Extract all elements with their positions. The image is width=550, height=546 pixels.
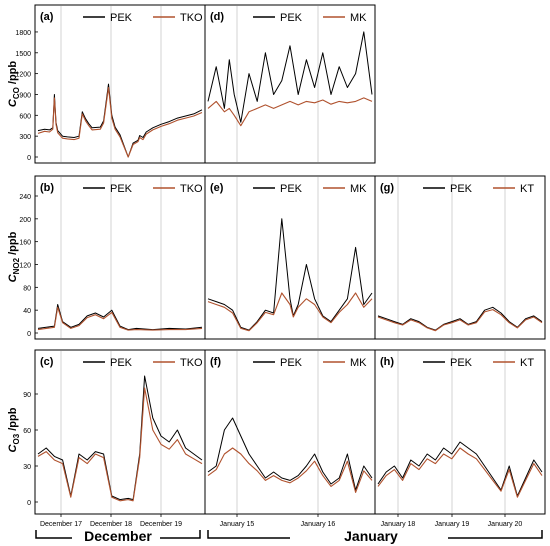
y-tick-label: 240 (19, 194, 31, 201)
legend-label-mk: MK (350, 183, 367, 195)
panel-frame-c (34, 349, 206, 515)
month-label-december: December (84, 528, 152, 544)
y-tick-label: 90 (23, 392, 31, 399)
panel-frame-d (204, 4, 376, 164)
series-line-pek (37, 304, 203, 331)
legend-label-pek: PEK (450, 183, 473, 195)
series-line-mk (207, 292, 373, 332)
series-line-pek (377, 441, 543, 497)
series-line-mk (207, 97, 373, 127)
x-tick-label: January 19 (435, 521, 470, 528)
panel-g: (g) PEK KT (377, 182, 543, 332)
series-line-pek (207, 31, 373, 123)
y-tick-label: 1500 (15, 51, 31, 58)
y-axis-title-o3: CO3 /ppb (7, 407, 21, 452)
month-brackets (35, 530, 543, 539)
panel-frame-g (374, 175, 546, 340)
panel-b: (b) PEK TKO 0 40 80 120 160 200 240 (19, 182, 203, 338)
legend-label-mk: MK (350, 357, 367, 369)
panel-f: (f) PEK MK January 15 January 16 (207, 356, 373, 528)
x-tick-label: January 18 (381, 521, 416, 528)
legend-label-pek: PEK (110, 12, 133, 24)
y-tick-label: 80 (23, 285, 31, 292)
panel-e: (e) PEK MK (207, 182, 373, 332)
y-tick-label: 120 (19, 263, 31, 270)
legend-label-pek: PEK (110, 183, 133, 195)
panel-label: (e) (210, 182, 224, 194)
y-axis-title-co: CCO /ppb (7, 61, 21, 108)
y-axis-title-no2: CNO2 /ppb (7, 231, 21, 282)
y-tick-label: 1800 (15, 30, 31, 37)
legend-label-kt: KT (520, 183, 534, 195)
legend-label-kt: KT (520, 357, 534, 369)
panel-frame-f (204, 349, 376, 515)
legend-label-pek: PEK (280, 357, 303, 369)
panel-label: (f) (210, 356, 221, 368)
series-line-pek (207, 417, 373, 491)
x-tick-label: January 15 (220, 521, 255, 528)
series-line-pek (37, 375, 203, 501)
month-label-january: January (344, 528, 398, 544)
legend-label-pek: PEK (110, 357, 133, 369)
y-tick-label: 30 (23, 464, 31, 471)
y-tick-label: 160 (19, 240, 31, 247)
legend-label-pek: PEK (450, 357, 473, 369)
y-tick-label: 60 (23, 428, 31, 435)
x-tick-label: January 20 (488, 521, 523, 528)
legend-label-tko: TKO (180, 12, 203, 24)
panel-label: (b) (40, 182, 54, 194)
y-tick-label: 40 (23, 308, 31, 315)
y-tick-label: 300 (19, 134, 31, 141)
legend-label-tko: TKO (180, 183, 203, 195)
panel-h: (h) PEK KT January 18 January 19 January 20 (377, 356, 543, 528)
x-tick-label: December 18 (90, 521, 132, 528)
series-line-kt (377, 447, 543, 498)
y-tick-label: 0 (27, 155, 31, 162)
panel-frame-a (34, 4, 206, 164)
legend-label-mk: MK (350, 12, 367, 24)
panel-label: (c) (40, 356, 54, 368)
panel-d: (d) PEK MK (207, 11, 373, 127)
panel-a: (a) PEK TKO 0 300 600 900 1200 1500 1800 (15, 11, 203, 162)
series-line-tko (37, 306, 203, 331)
y-tick-label: 0 (27, 331, 31, 338)
day-guide-lines (60, 6, 506, 513)
x-tick-label: January 16 (301, 521, 336, 528)
panel-label: (g) (380, 182, 394, 194)
series-line-tko (37, 387, 203, 502)
panel-label: (h) (380, 356, 394, 368)
panel-frame-h (374, 349, 546, 515)
x-tick-label: December 17 (40, 521, 82, 528)
panel-c: (c) PEK TKO 0 30 60 90 December 17 December 18 De… (23, 356, 203, 528)
series-line-tko (37, 86, 203, 158)
y-tick-label: 0 (27, 500, 31, 507)
y-tick-label: 200 (19, 217, 31, 224)
y-tick-label: 600 (19, 113, 31, 120)
legend-label-pek: PEK (280, 12, 303, 24)
panel-frame-e (204, 175, 376, 340)
panel-label: (d) (210, 11, 224, 23)
x-tick-label: December 19 (140, 521, 182, 528)
series-line-kt (377, 309, 543, 332)
panel-label: (a) (40, 11, 54, 23)
series-line-pek (207, 218, 373, 331)
series-line-mk (207, 447, 373, 493)
y-tick-label: 1200 (15, 72, 31, 79)
series-line-pek (377, 306, 543, 331)
y-tick-label: 900 (19, 92, 31, 99)
legend-label-tko: TKO (180, 357, 203, 369)
legend-label-pek: PEK (280, 183, 303, 195)
